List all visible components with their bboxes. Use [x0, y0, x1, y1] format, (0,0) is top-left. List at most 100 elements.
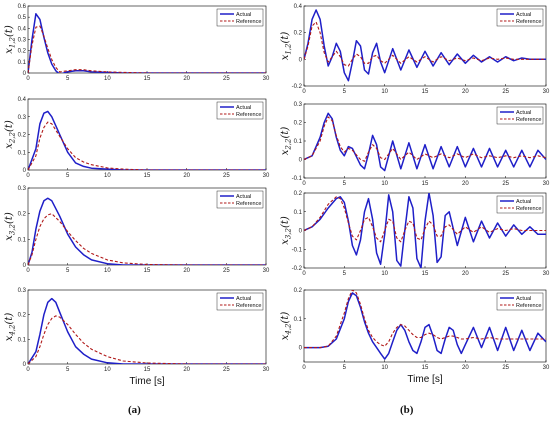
x-tick-label: 0 [302, 89, 306, 95]
x-tick-label: 0 [302, 271, 306, 277]
x-tick-label: 5 [343, 271, 347, 277]
x-tick-label: 15 [144, 76, 151, 82]
y-tick-label: 0.1 [18, 60, 27, 66]
x-tick-label: 25 [502, 89, 509, 95]
actual-series-line [28, 13, 266, 73]
y-tick-label: -0.2 [292, 84, 303, 90]
x-tick-label: 25 [223, 76, 230, 82]
x-tick-label: 25 [223, 173, 230, 179]
actual-series-line [28, 297, 266, 364]
actual-series-line [304, 193, 546, 268]
legend-label: Actual [516, 199, 531, 205]
y-tick-label: 0 [299, 346, 303, 352]
y-tick-label: 0 [23, 362, 27, 368]
x-tick-label: 15 [422, 181, 429, 187]
y-tick-label: 0.3 [18, 186, 27, 192]
y-axis-label: x2,2(t) [280, 127, 293, 156]
legend-label: Reference [516, 206, 541, 212]
x-tick-label: 15 [422, 365, 429, 371]
panel-b1: 0 5 10 15 20 25 30-0.200.20.4x1,2(t)ActualRefe… [280, 4, 550, 95]
y-tick-label: 0.1 [294, 317, 303, 323]
y-axis-label: x2,2(t) [4, 120, 17, 149]
x-tick-label: 0 [26, 76, 30, 82]
x-tick-label: 5 [66, 268, 70, 274]
x-tick-label: 25 [502, 271, 509, 277]
y-tick-label: 0.2 [18, 49, 27, 55]
x-tick-label: 15 [422, 89, 429, 95]
legend-label: Reference [236, 19, 261, 25]
panel-b4: 0 5 10 15 20 25 30 0 0.1 0.2 x4,2(t) Time [s] Actual… [280, 288, 550, 385]
x-tick-label: 20 [462, 181, 469, 187]
y-tick-label: 0.5 [18, 15, 27, 21]
y-tick-label: 0.2 [18, 212, 27, 218]
legend-label: Actual [516, 296, 531, 302]
x-tick-label: 30 [263, 268, 270, 274]
legend-label: Reference [516, 117, 541, 123]
reference-series-line [304, 116, 546, 162]
x-tick-label: 5 [343, 365, 347, 371]
y-tick-label: -0.1 [292, 247, 303, 253]
y-tick-label: 0.1 [18, 237, 27, 243]
y-tick-label: 0.3 [294, 102, 303, 108]
reference-series-line [28, 121, 266, 170]
legend-label: Actual [236, 194, 251, 200]
x-tick-label: 30 [543, 271, 550, 277]
y-tick-label: -0.2 [292, 266, 303, 272]
legend-label: Reference [236, 201, 261, 207]
y-tick-label: 0 [23, 168, 27, 174]
legend-label: Actual [516, 110, 531, 116]
x-tick-label: 0 [26, 268, 30, 274]
y-tick-label: 0 [299, 229, 303, 235]
reference-series-line [304, 196, 546, 243]
x-tick-label: 10 [381, 365, 388, 371]
reference-series-line [304, 290, 546, 349]
x-tick-label: 10 [381, 271, 388, 277]
y-tick-label: 0.2 [18, 313, 27, 319]
reference-series-line [304, 21, 546, 67]
reference-series-line [28, 315, 266, 364]
x-tick-label: 0 [302, 181, 306, 187]
x-tick-label: 5 [343, 89, 347, 95]
y-tick-label: 0.2 [294, 191, 303, 197]
x-tick-label: 30 [543, 181, 550, 187]
y-axis-label: x1,2(t) [280, 32, 293, 61]
y-tick-label: 0.2 [294, 288, 303, 294]
x-tick-label: 5 [66, 76, 70, 82]
legend-label: Reference [236, 303, 261, 309]
x-tick-label: 20 [462, 365, 469, 371]
y-tick-label: 0.2 [294, 121, 303, 127]
x-tick-label: 30 [543, 365, 550, 371]
panel-a1: 0 5 10 15 20 25 30 0 0.1 0.2 0.3 0.4 0.5 0.6 x1,2(t) Ac… [4, 4, 270, 82]
x-tick-label: 20 [183, 268, 190, 274]
caption-a: (a) [128, 404, 141, 416]
y-tick-label: 0.1 [294, 139, 303, 145]
y-tick-label: 0.4 [18, 97, 27, 103]
x-tick-label: 10 [104, 367, 111, 373]
y-axis-label: x4,2(t) [4, 313, 17, 342]
x-tick-label: 30 [263, 76, 270, 82]
y-axis-label: x3,2(t) [280, 216, 293, 245]
x-tick-label: 25 [502, 181, 509, 187]
x-tick-label: 20 [462, 271, 469, 277]
y-tick-label: 0.6 [18, 4, 27, 10]
y-tick-label: 0.1 [18, 337, 27, 343]
x-tick-label: 30 [263, 173, 270, 179]
y-axis-label: x1,2(t) [4, 25, 17, 54]
x-tick-label: 30 [543, 89, 550, 95]
x-tick-label: 25 [223, 268, 230, 274]
reference-series-line [28, 25, 266, 73]
y-tick-label: 0.4 [18, 26, 27, 32]
x-tick-label: 20 [183, 173, 190, 179]
x-tick-label: 10 [381, 89, 388, 95]
x-tick-label: 15 [422, 271, 429, 277]
x-tick-label: 5 [66, 367, 70, 373]
y-tick-label: 0 [23, 263, 27, 269]
legend-label: Reference [236, 112, 261, 118]
x-axis-label: Time [s] [407, 374, 442, 385]
y-axis-label: x4,2(t) [280, 312, 293, 341]
